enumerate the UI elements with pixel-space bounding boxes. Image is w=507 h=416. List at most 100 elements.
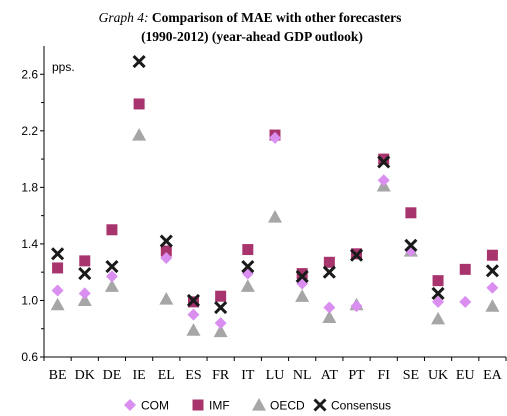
x-category-label: DE: [103, 368, 122, 383]
point-imf: [378, 153, 390, 165]
legend-marker-consensus: [313, 398, 327, 412]
point-com: [432, 295, 445, 308]
point-imf: [405, 207, 417, 219]
point-oecd: [132, 128, 147, 141]
legend-marker-imf: [192, 399, 204, 411]
x-category-label: AT: [321, 368, 339, 383]
point-consensus-stroke: [485, 264, 499, 278]
point-com: [323, 301, 336, 314]
x-category-label: FI: [377, 368, 390, 383]
x-category-label: LU: [266, 368, 285, 383]
point-consensus: [132, 54, 146, 69]
point-consensus: [241, 259, 255, 274]
point-com: [350, 300, 363, 313]
point-com: [459, 295, 472, 308]
point-oecd: [213, 324, 228, 338]
point-consensus: [322, 265, 336, 279]
legend-label-oecd: OECD: [270, 399, 305, 413]
point-imf: [459, 263, 471, 275]
point-oecd: [104, 279, 119, 292]
x-category-label: ES: [185, 368, 201, 383]
x-category-label: IT: [241, 368, 255, 383]
x-category-label: FR: [212, 368, 230, 383]
point-imf: [432, 275, 444, 287]
point-imf: [79, 255, 91, 267]
point-consensus-stroke: [78, 267, 92, 281]
x-category-label: NL: [293, 368, 312, 383]
point-com: [51, 284, 64, 297]
y-tick-label: 1.0: [21, 293, 38, 307]
point-imf: [106, 224, 118, 236]
point-com: [160, 252, 173, 265]
chart-title: Graph 4: Comparison of MAE with other fo…: [99, 10, 402, 25]
point-oecd: [295, 289, 310, 302]
legend: COM IMF OECD Consensus: [124, 398, 391, 413]
point-com: [486, 281, 499, 294]
point-consensus: [431, 286, 445, 300]
point-consensus-stroke: [186, 293, 201, 308]
legend-label-imf: IMF: [209, 399, 230, 413]
x-category-label: DK: [75, 368, 95, 383]
x-category-label: EU: [456, 368, 475, 383]
point-consensus-stroke: [295, 269, 309, 283]
point-consensus-stroke: [132, 54, 146, 69]
point-com: [78, 287, 91, 300]
y-tick-label: 1.4: [21, 237, 38, 251]
point-com: [269, 131, 281, 144]
point-consensus: [105, 259, 119, 274]
point-com: [187, 308, 200, 321]
point-consensus: [186, 293, 201, 308]
y-tick-label: 2.2: [21, 124, 38, 138]
y-tick-label: 1.8: [21, 180, 38, 194]
point-consensus: [214, 300, 228, 315]
y-axis-unit-label: pps.: [52, 60, 75, 74]
point-com: [105, 270, 118, 283]
point-consensus-stroke: [431, 286, 445, 300]
point-imf: [486, 249, 498, 261]
point-oecd: [485, 299, 500, 312]
point-imf: [160, 245, 172, 257]
x-category-label: PT: [348, 368, 365, 383]
point-oecd: [268, 210, 282, 223]
y-tick-label: 0.6: [21, 350, 38, 364]
point-consensus-stroke: [322, 265, 336, 279]
point-oecd: [50, 297, 65, 311]
point-consensus-stroke: [404, 238, 418, 252]
point-consensus: [377, 155, 391, 169]
legend-label-com: COM: [141, 399, 169, 413]
x-category-label: SE: [403, 368, 419, 383]
chart-subtitle: (1990-2012) (year-ahead GDP outlook): [141, 29, 363, 44]
point-imf: [242, 244, 254, 256]
point-consensus-stroke: [159, 234, 173, 248]
chart-title-text: Comparison of MAE with other forecasters: [148, 10, 401, 25]
point-consensus-stroke: [105, 259, 119, 274]
x-category-label: BE: [49, 368, 67, 383]
legend-label-consensus: Consensus: [331, 399, 391, 413]
point-consensus: [295, 269, 309, 283]
point-consensus-stroke: [51, 247, 65, 261]
point-consensus: [485, 264, 499, 278]
point-consensus: [51, 247, 65, 261]
point-oecd: [186, 323, 201, 336]
x-category-label: UK: [428, 368, 448, 383]
x-category-label: IE: [133, 368, 146, 383]
point-consensus: [349, 248, 364, 262]
point-imf: [52, 262, 64, 274]
point-oecd: [77, 293, 92, 307]
point-oecd: [431, 311, 446, 325]
x-category-label: EL: [158, 368, 175, 383]
point-imf: [296, 268, 308, 280]
point-imf: [133, 98, 145, 110]
legend-marker-oecd: [252, 398, 266, 411]
point-consensus-stroke: [349, 248, 364, 262]
point-oecd: [322, 310, 337, 324]
point-oecd: [240, 279, 255, 292]
chart-title-prefix: Graph 4:: [99, 10, 149, 25]
point-consensus-stroke: [214, 300, 228, 315]
point-consensus: [78, 267, 92, 281]
point-consensus: [159, 234, 173, 248]
point-consensus-stroke: [377, 155, 391, 169]
point-com: [214, 317, 227, 330]
plot-area: 0.6 1.0 1.4 1.8 2.2 2.6 BE DK DE IE EL ES FR IT LU NL AT…: [21, 46, 507, 383]
